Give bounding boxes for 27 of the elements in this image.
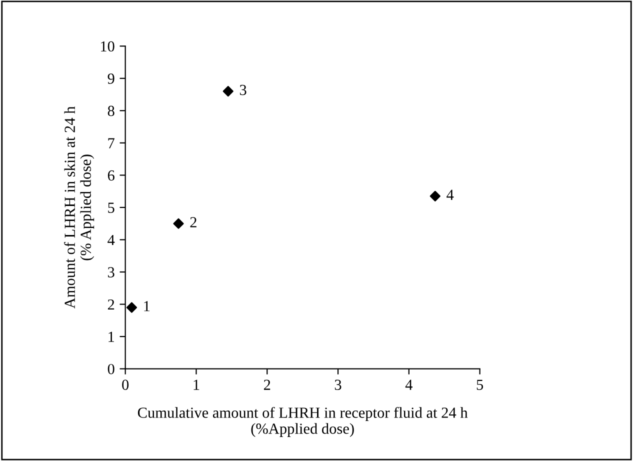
y-axis-title: Amount of LHRH in skin at 24 h (% Applied dose) <box>64 106 94 309</box>
y-tick-label: 2 <box>108 299 114 310</box>
annotation: 3 <box>240 84 246 96</box>
y-tick-label: 1 <box>108 332 114 342</box>
y-tick-label: 5 <box>108 202 114 213</box>
y-tick-label: 3 <box>108 267 114 278</box>
annotation: 4 <box>446 190 454 200</box>
y-tick-label: 10 <box>100 41 114 52</box>
y-tick-label: 8 <box>108 106 114 116</box>
point <box>173 218 184 229</box>
x-tick-label: 4 <box>405 380 412 390</box>
point <box>222 86 234 97</box>
y-tick-label: 6 <box>108 170 114 181</box>
x-tick-label: 5 <box>476 380 484 390</box>
point <box>126 302 138 313</box>
point <box>430 190 440 202</box>
x-tick-label: 3 <box>334 380 342 390</box>
annotation: 1 <box>144 301 150 312</box>
y-tick-label: 4 <box>108 234 115 246</box>
y-tick-label: 0 <box>108 364 114 374</box>
x-tick-label: 2 <box>264 380 270 390</box>
y-tick-label: 7 <box>108 138 114 148</box>
y-tick-label: 9 <box>108 74 114 84</box>
x-axis-title: Cumulative amount of LHRH in receptor fluid at 24 h (%Applied dose) <box>138 406 468 437</box>
annotation: 2 <box>190 217 196 228</box>
x-tick-label: 0 <box>122 380 129 390</box>
x-tick-label: 1 <box>194 380 200 390</box>
